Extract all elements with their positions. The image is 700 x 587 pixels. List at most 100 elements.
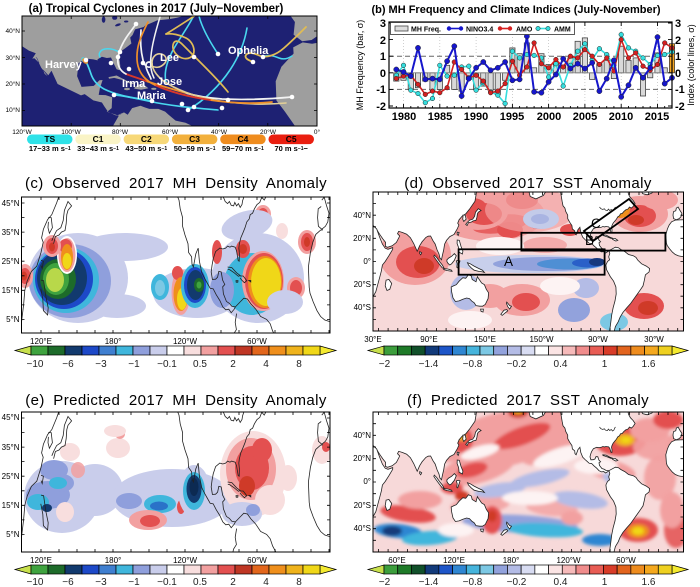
svg-text:AMO: AMO xyxy=(516,27,533,34)
svg-text:−10: −10 xyxy=(27,359,44,370)
svg-text:2000: 2000 xyxy=(537,111,561,123)
svg-text:180°: 180° xyxy=(105,337,122,346)
svg-text:−0.8: −0.8 xyxy=(463,577,483,587)
svg-text:−6: −6 xyxy=(62,577,74,587)
svg-text:Irma: Irma xyxy=(122,78,146,90)
svg-text:MH Frequency (bar, σ): MH Frequency (bar, σ) xyxy=(355,20,365,111)
svg-text:2: 2 xyxy=(675,35,681,47)
svg-text:1990: 1990 xyxy=(464,111,488,123)
svg-text:C1: C1 xyxy=(93,134,104,144)
svg-text:A: A xyxy=(504,254,513,269)
svg-text:35°N: 35°N xyxy=(2,228,20,237)
svg-text:Harvey: Harvey xyxy=(45,59,83,71)
svg-text:20°W: 20°W xyxy=(260,128,277,136)
svg-text:−1.4: −1.4 xyxy=(419,359,439,370)
svg-text:1: 1 xyxy=(675,51,681,63)
svg-text:150°W: 150°W xyxy=(529,335,554,344)
svg-text:2: 2 xyxy=(230,577,236,587)
svg-text:−6: −6 xyxy=(62,359,74,370)
svg-text:−3: −3 xyxy=(95,359,107,370)
svg-text:20°N: 20°N xyxy=(353,454,371,463)
svg-text:30°N: 30°N xyxy=(5,54,20,62)
svg-text:120°W: 120°W xyxy=(173,556,198,565)
svg-text:1: 1 xyxy=(602,577,608,587)
svg-text:-1: -1 xyxy=(675,84,685,96)
svg-text:120°E: 120°E xyxy=(30,556,52,565)
svg-text:AMM: AMM xyxy=(554,27,571,34)
svg-text:C2: C2 xyxy=(141,134,152,144)
svg-text:120°W: 120°W xyxy=(12,128,32,136)
svg-text:30°E: 30°E xyxy=(364,335,381,344)
svg-text:B: B xyxy=(585,233,594,248)
svg-text:180°: 180° xyxy=(105,556,122,565)
svg-text:60°W: 60°W xyxy=(616,556,636,565)
svg-text:100°W: 100°W xyxy=(61,128,81,136)
svg-text:−3: −3 xyxy=(95,577,107,587)
svg-text:(b) MH Frequency and Climate I: (b) MH Frequency and Climate Indices (Ju… xyxy=(371,4,660,16)
svg-text:C4: C4 xyxy=(237,134,248,144)
svg-text:20°S: 20°S xyxy=(354,501,371,510)
svg-text:8: 8 xyxy=(296,359,302,370)
svg-text:1.6: 1.6 xyxy=(642,577,656,587)
svg-text:1: 1 xyxy=(602,359,608,370)
svg-text:4: 4 xyxy=(263,577,269,587)
svg-text:60°W: 60°W xyxy=(247,337,267,346)
svg-text:10°N: 10°N xyxy=(5,106,20,114)
svg-text:0: 0 xyxy=(380,68,386,80)
svg-text:2005: 2005 xyxy=(573,111,597,123)
svg-text:25°N: 25°N xyxy=(2,472,20,481)
svg-text:60°W: 60°W xyxy=(247,556,267,565)
svg-text:Lee: Lee xyxy=(160,52,179,64)
svg-text:5°N: 5°N xyxy=(6,315,20,324)
svg-text:Index (color lines, σ): Index (color lines, σ) xyxy=(686,24,696,106)
svg-text:2010: 2010 xyxy=(609,111,633,123)
svg-text:1985: 1985 xyxy=(428,111,452,123)
svg-text:-2: -2 xyxy=(376,101,386,113)
svg-text:0°: 0° xyxy=(363,477,371,486)
svg-text:20°N: 20°N xyxy=(5,80,20,88)
svg-text:(c) Observed 2017 MH Density A: (c) Observed 2017 MH Density Anomaly xyxy=(25,175,327,192)
svg-text:20°S: 20°S xyxy=(354,280,371,289)
svg-text:1: 1 xyxy=(380,51,386,63)
svg-text:1995: 1995 xyxy=(500,111,524,123)
svg-text:60°W: 60°W xyxy=(162,128,179,136)
svg-text:90°W: 90°W xyxy=(588,335,608,344)
svg-text:40°S: 40°S xyxy=(354,524,371,533)
svg-text:C: C xyxy=(591,216,601,231)
svg-text:120°E: 120°E xyxy=(443,556,465,565)
svg-text:180°: 180° xyxy=(503,556,520,565)
svg-text:0: 0 xyxy=(675,68,681,80)
svg-text:120°W: 120°W xyxy=(173,337,198,346)
svg-text:25°N: 25°N xyxy=(2,257,20,266)
svg-text:40°S: 40°S xyxy=(354,303,371,312)
svg-text:3: 3 xyxy=(675,18,681,30)
svg-text:TS: TS xyxy=(44,134,55,144)
svg-text:(a) Tropical Cyclones in 2017: (a) Tropical Cyclones in 2017 (July−Nove… xyxy=(29,3,284,15)
svg-text:3: 3 xyxy=(380,18,386,30)
svg-text:150°E: 150°E xyxy=(474,335,496,344)
svg-text:-1: -1 xyxy=(376,84,386,96)
svg-text:−0.2: −0.2 xyxy=(507,577,527,587)
svg-text:80°W: 80°W xyxy=(112,128,129,136)
svg-text:35°N: 35°N xyxy=(2,443,20,452)
svg-text:2: 2 xyxy=(380,35,386,47)
svg-text:45°N: 45°N xyxy=(2,413,20,422)
svg-text:−1.4: −1.4 xyxy=(419,577,439,587)
svg-text:40°N: 40°N xyxy=(5,27,20,35)
svg-text:5°N: 5°N xyxy=(6,530,20,539)
svg-text:45°N: 45°N xyxy=(2,199,20,208)
svg-text:Ophelia: Ophelia xyxy=(228,45,269,57)
svg-text:1980: 1980 xyxy=(392,111,416,123)
svg-text:-2: -2 xyxy=(675,101,685,113)
svg-text:0.4: 0.4 xyxy=(554,577,568,587)
svg-text:−1: −1 xyxy=(128,359,140,370)
svg-text:40°N: 40°N xyxy=(353,211,371,220)
svg-text:50−59 m s−1: 50−59 m s−1 xyxy=(174,144,216,153)
svg-text:C5: C5 xyxy=(286,134,297,144)
svg-text:20°N: 20°N xyxy=(353,234,371,243)
svg-text:0.5: 0.5 xyxy=(193,577,207,587)
svg-text:90°E: 90°E xyxy=(420,335,437,344)
svg-text:−2: −2 xyxy=(379,577,391,587)
svg-text:−0.1: −0.1 xyxy=(157,359,177,370)
svg-text:15°N: 15°N xyxy=(2,501,20,510)
